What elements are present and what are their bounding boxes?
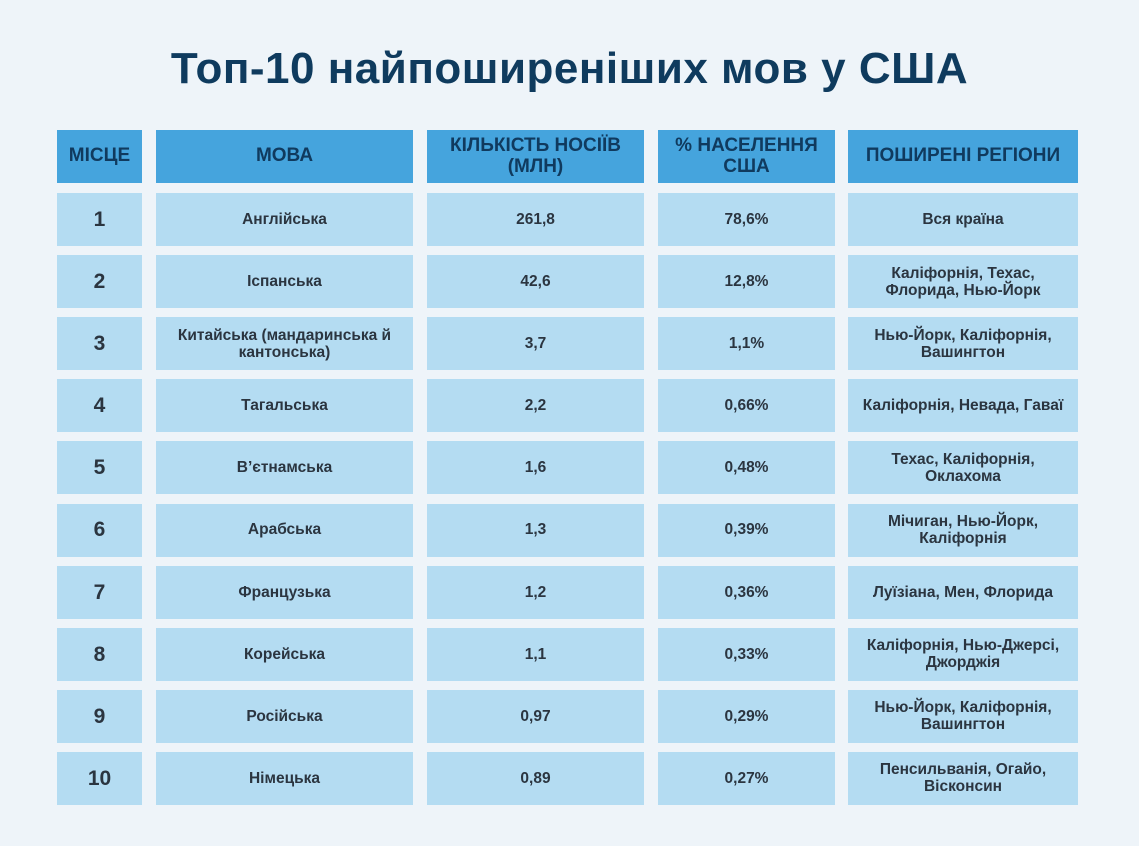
- table-cell: 12,8%: [658, 255, 835, 309]
- header-cell: % НАСЕЛЕННЯ США: [658, 130, 835, 183]
- rank-cell: 6: [57, 503, 142, 557]
- table-cell: Нью-Йорк, Каліфорнія, Вашингтон: [848, 317, 1078, 371]
- rank-cell: 8: [57, 627, 142, 681]
- table-cell: Луїзіана, Мен, Флорида: [848, 565, 1078, 619]
- table-cell: 0,89: [427, 751, 644, 805]
- table-cell: 0,48%: [658, 441, 835, 495]
- rank-cell: 9: [57, 689, 142, 743]
- table-cell: 0,97: [427, 689, 644, 743]
- table-cell: Арабська: [156, 503, 413, 557]
- table-cell: 261,8: [427, 193, 644, 246]
- table-cell: 0,27%: [658, 751, 835, 805]
- table-cell: Російська: [156, 689, 413, 743]
- rank-cell: 2: [57, 255, 142, 309]
- table-cell: Вся країна: [848, 193, 1078, 246]
- header-cell: МОВА: [156, 130, 413, 183]
- table-cell: 42,6: [427, 255, 644, 309]
- table-cell: 0,29%: [658, 689, 835, 743]
- table-cell: Тагальська: [156, 379, 413, 433]
- table-cell: Мічиган, Нью-Йорк, Каліфорнія: [848, 503, 1078, 557]
- table-cell: Китайська (мандаринська й кантонська): [156, 317, 413, 371]
- rank-cell: 5: [57, 441, 142, 495]
- rank-cell: 10: [57, 751, 142, 805]
- rank-cell: 4: [57, 379, 142, 433]
- table-cell: Каліфорнія, Нью-Джерсі, Джорджія: [848, 627, 1078, 681]
- header-cell: МІСЦЕ: [57, 130, 142, 183]
- table-cell: Французька: [156, 565, 413, 619]
- table-cell: 0,39%: [658, 503, 835, 557]
- table-cell: 78,6%: [658, 193, 835, 246]
- table-cell: 1,3: [427, 503, 644, 557]
- table-cell: Корейська: [156, 627, 413, 681]
- table-cell: 1,1%: [658, 317, 835, 371]
- rank-cell: 7: [57, 565, 142, 619]
- table-cell: 1,6: [427, 441, 644, 495]
- table-cell: Каліфорнія, Невада, Гаваї: [848, 379, 1078, 433]
- table-cell: Техас, Каліфорнія, Оклахома: [848, 441, 1078, 495]
- table-cell: Англійська: [156, 193, 413, 246]
- table-cell: 1,2: [427, 565, 644, 619]
- table-cell: Іспанська: [156, 255, 413, 309]
- header-cell: КІЛЬКІСТЬ НОСІЇВ (МЛН): [427, 130, 644, 183]
- rank-cell: 1: [57, 193, 142, 246]
- table-cell: Німецька: [156, 751, 413, 805]
- table-cell: 0,33%: [658, 627, 835, 681]
- page-title: Топ-10 найпоширеніших мов у США: [170, 44, 969, 93]
- table-cell: Пенсильванія, Огайо, Вісконсин: [848, 751, 1078, 805]
- table-cell: 3,7: [427, 317, 644, 371]
- rank-cell: 3: [57, 317, 142, 371]
- table-cell: 0,36%: [658, 565, 835, 619]
- table-cell: 2,2: [427, 379, 644, 433]
- table-cell: 1,1: [427, 627, 644, 681]
- header-cell: ПОШИРЕНІ РЕГІОНИ: [848, 130, 1078, 183]
- table-cell: Нью-Йорк, Каліфорнія, Вашингтон: [848, 689, 1078, 743]
- table-cell: 0,66%: [658, 379, 835, 433]
- table-cell: Каліфорнія, Техас, Флорида, Нью-Йорк: [848, 255, 1078, 309]
- table-cell: В’єтнамська: [156, 441, 413, 495]
